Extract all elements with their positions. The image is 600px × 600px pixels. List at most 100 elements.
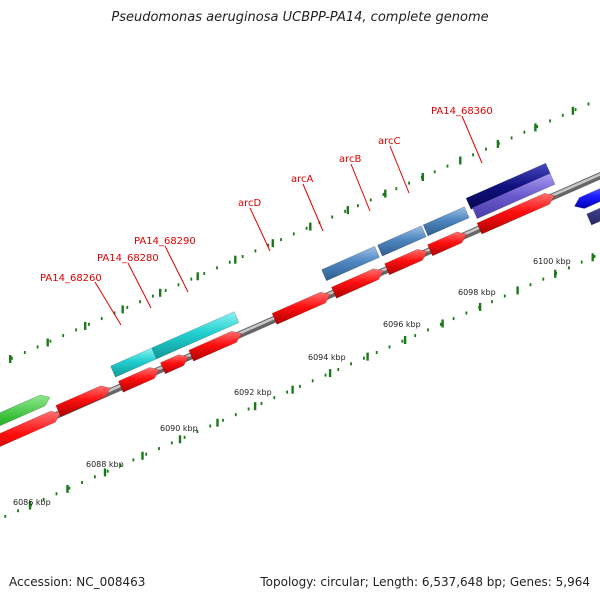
scale-tick (328, 369, 332, 378)
scale-dot (68, 486, 71, 490)
scale-dot (241, 255, 244, 258)
scale-tick (103, 468, 107, 477)
scale-dot (62, 334, 65, 338)
scale-dot (491, 300, 493, 304)
scale-tick (496, 139, 500, 148)
gene-label-pa14-68290: PA14_68290 (134, 236, 196, 247)
scale-tick (271, 239, 274, 248)
scale-dot (536, 125, 539, 129)
scale-dot (324, 373, 327, 377)
scale-dot (414, 334, 417, 338)
scale-dot (305, 226, 308, 230)
scale-tick (346, 206, 349, 215)
feature-cds (384, 248, 428, 276)
scale-label-6090: 6090 kbp (160, 424, 198, 433)
scale-dot (11, 356, 13, 360)
scale-dot (574, 108, 577, 112)
scale-dot (55, 492, 58, 496)
scale-tick (291, 385, 294, 394)
label-leader-line (389, 145, 410, 194)
scale-dot (382, 192, 385, 196)
map-title: Pseudomonas aeruginosa UCBPP-PA14, compl… (111, 10, 489, 25)
scale-dot (164, 288, 167, 292)
feature-cds (0, 410, 61, 447)
scale-dot (388, 345, 391, 349)
scale-tick (28, 501, 32, 510)
scale-tick (554, 269, 557, 278)
scale-dot (529, 283, 532, 287)
label-leader-line (94, 281, 122, 326)
scale-dot (158, 447, 160, 451)
scale-dot (344, 209, 346, 213)
scale-dot (580, 260, 583, 264)
feature-steelblue (377, 225, 427, 257)
scale-dot (401, 339, 404, 343)
scale-dot (222, 418, 224, 422)
feature-cds (118, 367, 160, 393)
gene-label-arcb: arcB (339, 154, 362, 165)
scale-dot (209, 424, 212, 428)
scale-dot (427, 328, 429, 332)
scale-dot (183, 435, 186, 439)
scale-dot (49, 339, 52, 343)
scale-dot (593, 255, 596, 258)
topology-summary-text: Topology: circular; Length: 6,537,648 bp… (260, 575, 590, 589)
scale-dot (247, 407, 250, 411)
feature-steelblue (321, 245, 380, 282)
scale-dot (568, 266, 570, 270)
scale-tick (178, 435, 182, 444)
scale-dot (81, 481, 83, 484)
gene-features (0, 162, 600, 447)
feature-cds (271, 291, 331, 325)
label-leader-line (302, 183, 324, 232)
scale-tick (9, 355, 12, 363)
scale-dot (132, 458, 135, 462)
scale-dot (119, 464, 122, 467)
scale-tick (253, 402, 257, 411)
scale-dot (439, 322, 442, 326)
label-leader-line (249, 207, 271, 252)
gene-label-pa14-68360: PA14_68360 (431, 106, 493, 117)
scale-dot (17, 509, 19, 513)
scale-dot (267, 243, 270, 247)
scale-dot (152, 294, 154, 298)
scale-dot (216, 266, 218, 270)
scale-dot (561, 113, 564, 117)
scale-dot (292, 232, 295, 236)
scale-dot (446, 164, 449, 168)
feature-cds (55, 385, 111, 417)
scale-dot (126, 305, 129, 309)
scale-tick (441, 319, 444, 328)
scale-dot (485, 147, 487, 151)
scale-tick (421, 173, 424, 181)
scale-dot (299, 384, 301, 388)
scale-dot (23, 351, 26, 354)
scale-tick (84, 321, 87, 330)
feature-purple (472, 172, 556, 219)
scale-dot (503, 294, 506, 298)
scale-tick (516, 286, 519, 295)
scale-dot (36, 345, 39, 349)
scale-label-6086: 6086 kbp (13, 498, 51, 507)
scale-tick (216, 418, 219, 427)
scale-dot (260, 401, 263, 405)
scale-tick (478, 302, 482, 311)
scale-dot (88, 322, 90, 326)
gene-label-arcd: arcD (238, 198, 262, 209)
scale-dot (363, 356, 365, 360)
feature-cds (427, 231, 468, 257)
scale-label-6088: 6088 kbp (86, 460, 124, 469)
scale-dot (254, 249, 257, 253)
scale-ticks (9, 106, 594, 510)
scale-label-6096: 6096 kbp (383, 320, 421, 329)
gene-label-pa14-68260: PA14_68260 (40, 273, 102, 284)
scale-dot (75, 328, 77, 332)
feature-darkslate (586, 207, 600, 226)
feature-navy (465, 162, 551, 210)
scale-tick (384, 189, 387, 198)
scale-dot (177, 283, 180, 287)
scale-tick (234, 255, 237, 264)
scale-tick (121, 305, 124, 314)
feature-steelblue (422, 206, 470, 237)
